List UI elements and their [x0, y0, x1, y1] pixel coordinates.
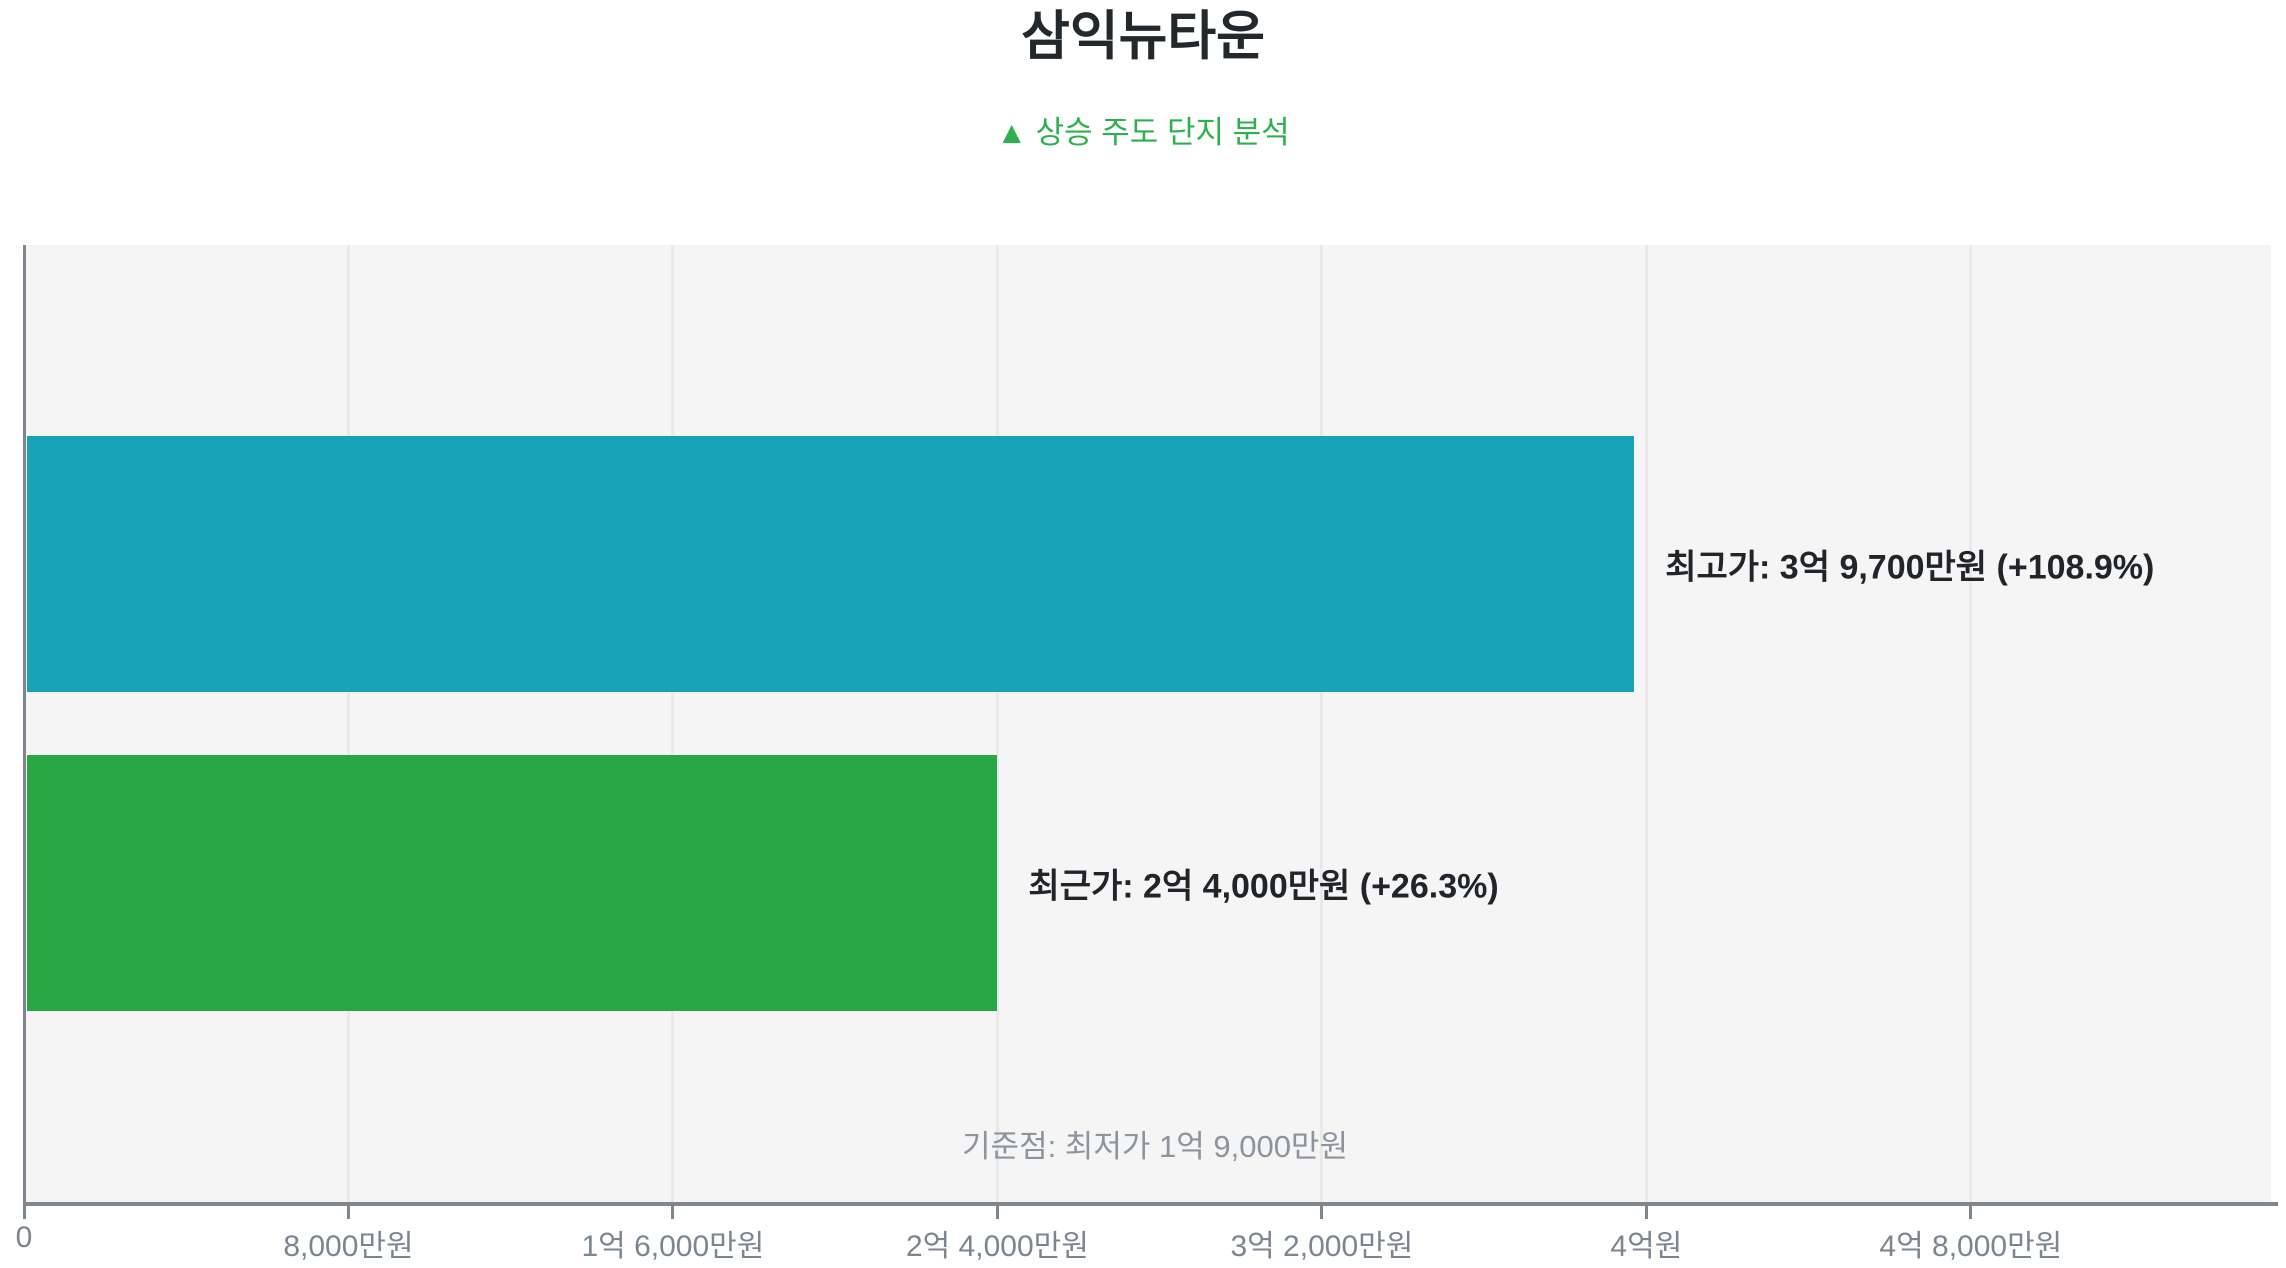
- x-axis-tick-label: 2억 4,000만원: [905, 1230, 1089, 1263]
- x-axis-tick-label: 4억 8,000만원: [1879, 1230, 2063, 1263]
- chart-subtitle: ▲ 상승 주도 단지 분석: [996, 115, 1290, 150]
- x-axis-tick-mark: [1644, 1206, 1648, 1219]
- x-axis-tick-label: 0: [15, 1221, 33, 1254]
- x-axis-tick-mark: [1969, 1206, 1973, 1219]
- x-axis-tick-label: 1억 6,000만원: [581, 1230, 765, 1263]
- bar-value-label-0: 최고가: 3억 9,700만원 (+108.9%): [1665, 548, 2155, 587]
- baseline-annotation: 기준점: 최저가 1억 9,000만원: [962, 1129, 1348, 1164]
- x-axis-tick-mark: [995, 1206, 999, 1219]
- chart-title: 삼익뉴타운: [1021, 7, 1265, 66]
- x-axis-tick-mark: [22, 1206, 26, 1219]
- x-axis-tick-label: 4억원: [1610, 1230, 1683, 1263]
- bar-series-1: [27, 755, 998, 1011]
- x-axis-line: [23, 1202, 2278, 1206]
- x-axis-tick-mark: [1320, 1206, 1324, 1219]
- y-axis-line: [23, 245, 26, 1205]
- gridline: [1644, 245, 1648, 1202]
- bar-value-label-1: 최근가: 2억 4,000만원 (+26.3%): [1028, 867, 1499, 906]
- gridline: [346, 245, 350, 1202]
- gridline: [671, 245, 675, 1202]
- x-axis-tick-label: 8,000만원: [283, 1230, 414, 1263]
- gridline: [1320, 245, 1324, 1202]
- x-axis-tick-mark: [671, 1206, 675, 1219]
- x-axis-tick-mark: [346, 1206, 350, 1219]
- bar-series-0: [27, 436, 1635, 692]
- x-axis-tick-label: 3억 2,000만원: [1230, 1230, 1414, 1263]
- plot-area: [26, 245, 2271, 1202]
- gridline: [995, 245, 999, 1202]
- gridline: [1969, 245, 1973, 1202]
